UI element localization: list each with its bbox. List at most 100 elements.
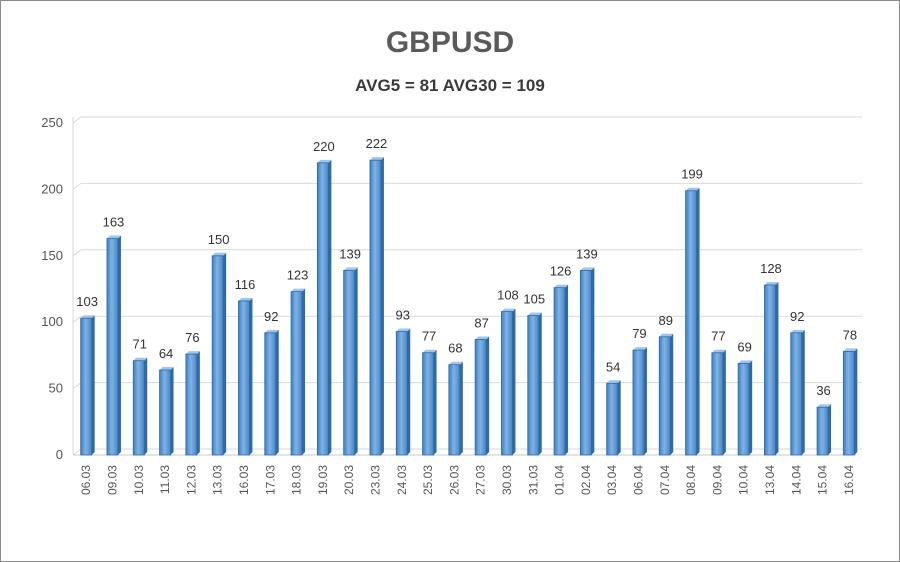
x-tick-label: 10.04	[737, 465, 751, 495]
bar-top	[396, 328, 411, 332]
bar-09.03	[106, 238, 119, 456]
y-tick-label: 50	[49, 381, 63, 396]
data-label: 93	[396, 307, 410, 322]
bar-20.03	[343, 270, 356, 456]
x-tick-label: 13.03	[211, 465, 225, 495]
x-tick-label: 16.04	[842, 465, 856, 495]
bar-top	[133, 357, 148, 361]
bar-side	[328, 159, 332, 455]
y-tick-label: 100	[41, 314, 63, 329]
bar-top	[212, 252, 227, 256]
x-tick-label: 11.03	[158, 465, 172, 494]
bar-top	[422, 349, 437, 353]
x-tick-label: 01.04	[553, 465, 567, 495]
bar-17.03	[264, 332, 277, 456]
data-label: 150	[208, 232, 230, 247]
data-label: 123	[287, 268, 309, 283]
data-label: 68	[448, 341, 462, 356]
x-tick-label: 12.03	[184, 465, 198, 495]
bar-top	[106, 235, 121, 239]
data-label: 76	[185, 330, 199, 345]
bar-top	[475, 336, 490, 340]
gridline-depth	[72, 249, 82, 257]
x-tick-label: 06.03	[79, 465, 93, 495]
bar-top	[501, 308, 516, 312]
x-tick-label: 06.04	[631, 465, 645, 495]
bar-top	[527, 312, 542, 316]
data-label: 222	[366, 136, 388, 151]
bar-11.03	[159, 369, 171, 456]
data-label: 69	[737, 339, 751, 354]
bar-side	[643, 347, 647, 455]
bar-top	[185, 351, 200, 355]
data-label: 220	[313, 139, 335, 154]
bar-27.03	[474, 339, 487, 456]
bar-side	[512, 308, 516, 455]
y-tick-label: 150	[41, 248, 63, 263]
bar-side	[275, 329, 279, 455]
bar-side	[722, 349, 726, 455]
bar-16.04	[842, 351, 855, 456]
x-tick-label: 26.03	[447, 465, 461, 495]
gridline-depth	[72, 382, 82, 390]
data-label: 163	[103, 215, 125, 230]
bar-13.04	[764, 284, 776, 456]
bar-15.04	[816, 406, 829, 456]
x-tick-label: 24.03	[395, 465, 409, 495]
bar-08.04	[685, 190, 697, 456]
data-label: 77	[711, 329, 725, 344]
bar-side	[538, 312, 542, 455]
data-label: 71	[133, 337, 147, 352]
gridline-depth	[72, 116, 82, 124]
bar-24.03	[395, 331, 408, 456]
data-label: 54	[606, 359, 620, 374]
x-tick-label: 10.03	[132, 465, 146, 495]
bar-side	[407, 328, 411, 455]
bar-top	[790, 329, 805, 333]
bar-top	[448, 361, 463, 365]
data-label: 199	[681, 167, 703, 182]
data-label: 139	[339, 246, 361, 261]
data-label: 139	[576, 246, 598, 261]
bar-26.03	[448, 364, 461, 456]
data-label: 108	[497, 288, 519, 303]
bar-30.03	[501, 311, 513, 456]
bar-top	[843, 348, 858, 352]
bar-side	[565, 284, 569, 455]
data-label: 92	[264, 309, 278, 324]
bar-top	[554, 284, 569, 288]
bar-19.03	[316, 162, 329, 456]
bar-top	[264, 329, 279, 333]
bar-03.04	[606, 382, 619, 456]
bar-side	[170, 367, 174, 455]
data-label: 87	[474, 315, 488, 330]
data-label: 103	[76, 294, 98, 309]
bar-top	[632, 347, 647, 351]
bar-18.03	[290, 291, 303, 456]
bar-top	[685, 187, 700, 191]
data-label: 36	[816, 383, 830, 398]
bar-top	[159, 367, 174, 371]
bar-top	[291, 288, 306, 292]
x-tick-label: 19.03	[316, 465, 330, 495]
bar-13.03	[211, 255, 224, 456]
bar-10.04	[737, 362, 750, 456]
y-tick-label: 200	[41, 181, 63, 196]
x-tick-label: 27.03	[474, 465, 488, 495]
bar-06.04	[632, 349, 645, 456]
bar-10.03	[132, 360, 145, 456]
bar-top	[711, 349, 726, 353]
bar-25.03	[422, 352, 434, 456]
data-label: 126	[550, 264, 572, 279]
data-label: 92	[790, 309, 804, 324]
bar-top	[764, 282, 779, 286]
bar-side	[749, 360, 753, 455]
bar-top	[369, 157, 384, 161]
bar-side	[433, 349, 437, 455]
bar-top	[80, 315, 95, 319]
bar-01.04	[553, 287, 566, 456]
x-tick-label: 14.04	[789, 465, 803, 495]
bar-31.03	[527, 315, 540, 456]
